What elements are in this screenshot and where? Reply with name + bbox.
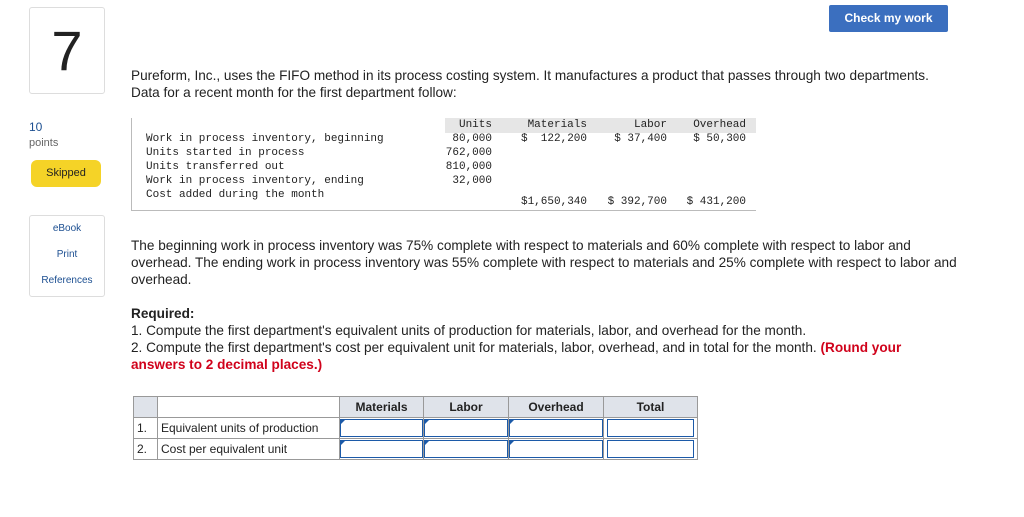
row-label: Units transferred out — [146, 161, 285, 173]
row-num: 1. — [133, 417, 158, 439]
input-cell — [508, 438, 604, 460]
col-header: Units — [458, 119, 492, 131]
blank — [157, 396, 340, 418]
points-label: points — [29, 137, 59, 149]
points-value: 10 — [29, 120, 43, 134]
answer-input[interactable] — [607, 419, 694, 437]
row-label: Work in process inventory, beginning — [146, 133, 384, 145]
input-cell — [423, 438, 509, 460]
row-num: 2. — [133, 438, 158, 460]
row-label: Cost per equivalent unit — [157, 438, 340, 460]
input-cell — [603, 438, 698, 460]
answer-row: 1. Equivalent units of production — [133, 417, 698, 439]
row-label: Work in process inventory, ending — [146, 175, 364, 187]
col-header: Materials — [339, 396, 424, 418]
col-header: Total — [603, 396, 698, 418]
link[interactable]: Print — [56, 249, 78, 260]
required-item: 2. Compute the first department's cost p… — [131, 339, 941, 373]
link[interactable]: References — [41, 275, 93, 286]
row-label: Units started in process — [146, 147, 305, 159]
text: 2. Compute the first department's cost p… — [131, 340, 817, 355]
side-links: eBook Print References — [29, 215, 105, 297]
row-label: Cost added during the month — [146, 189, 325, 201]
input-cell — [423, 417, 509, 439]
cell: $ 122,200 — [520, 133, 587, 145]
answer-table: Materials Labor Overhead Total 1. Equival… — [133, 396, 698, 460]
required-item: 1. Compute the first department's equiva… — [131, 323, 807, 338]
cell: $ 37,400 — [614, 133, 667, 145]
link[interactable]: eBook — [52, 223, 82, 234]
header-bg — [445, 118, 756, 133]
cell: 762,000 — [445, 147, 492, 159]
input-cell — [339, 438, 424, 460]
input-cell — [339, 417, 424, 439]
question-number: 7 — [29, 7, 105, 94]
cell: 32,000 — [452, 175, 492, 187]
round-note: (Round your answers to 2 decimal places.… — [131, 340, 902, 372]
cell: $ 431,200 — [686, 196, 746, 208]
col-header: Materials — [527, 119, 587, 131]
answer-row: 2. Cost per equivalent unit — [133, 438, 698, 460]
col-header: Labor — [633, 119, 667, 131]
row-label: Equivalent units of production — [157, 417, 340, 439]
check-button[interactable]: Check my work — [829, 5, 948, 32]
data-table: Units Materials Labor Overhead Work in proce… — [131, 118, 756, 211]
status-badge: Skipped — [31, 160, 101, 187]
required-title: Required: — [131, 306, 195, 321]
answer-input[interactable] — [424, 440, 508, 458]
answer-input[interactable] — [509, 419, 603, 437]
col-header: Labor — [423, 396, 509, 418]
col-header: Overhead — [508, 396, 604, 418]
answer-input[interactable] — [424, 419, 508, 437]
answer-input[interactable] — [607, 440, 694, 458]
cell: $1,650,340 — [520, 196, 587, 208]
input-cell — [603, 417, 698, 439]
intro: Pureform, Inc., uses the FIFO method in … — [131, 68, 929, 100]
answer-input[interactable] — [340, 419, 423, 437]
cell: $ 50,300 — [693, 133, 746, 145]
cell: $ 392,700 — [607, 196, 667, 208]
cell: 80,000 — [452, 133, 492, 145]
answer-input[interactable] — [340, 440, 423, 458]
cell: 810,000 — [445, 161, 492, 173]
paragraph: The beginning work in process inventory … — [131, 238, 957, 287]
answer-input[interactable] — [509, 440, 603, 458]
header-row: Materials Labor Overhead Total — [133, 396, 698, 418]
input-cell — [508, 417, 604, 439]
col-header: Overhead — [693, 119, 746, 131]
blank — [133, 396, 158, 418]
